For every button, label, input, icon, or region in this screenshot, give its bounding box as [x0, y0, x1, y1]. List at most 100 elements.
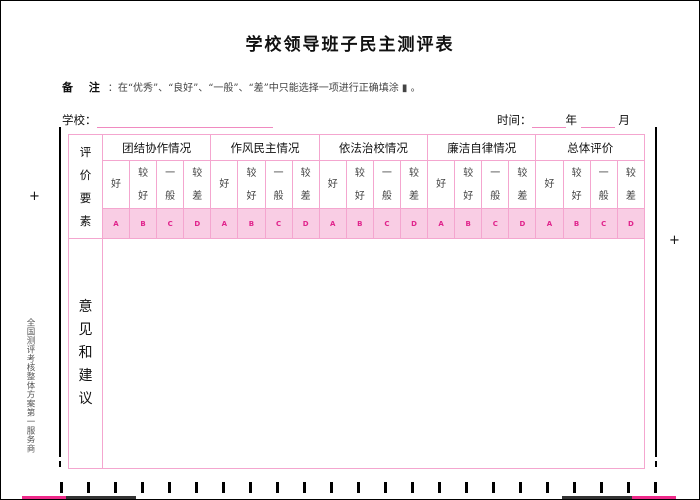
left-guide-line [59, 127, 61, 457]
rating-char: 一 [381, 167, 392, 179]
option-bubble-d[interactable]: D [399, 208, 429, 239]
timing-mark [141, 482, 144, 493]
year-input[interactable] [531, 115, 566, 128]
rating-label: 好 [101, 160, 131, 209]
timing-mark [114, 482, 117, 493]
corner-strip [66, 496, 136, 499]
opinion-area[interactable] [101, 238, 646, 469]
rating-char: 般 [273, 190, 284, 202]
timing-mark [654, 482, 657, 493]
rating-char: 差 [409, 190, 420, 202]
rating-char: 好 [436, 179, 447, 190]
side-char: 建 [78, 368, 93, 384]
rating-char: 般 [165, 190, 176, 202]
rating-label: 较差 [399, 160, 429, 209]
option-bubble-a[interactable]: A [101, 208, 131, 239]
rating-char: 较 [571, 167, 582, 179]
rating-char: 较 [625, 167, 636, 179]
registration-cross-icon: + [669, 233, 680, 248]
option-bubble-d[interactable]: D [183, 208, 212, 239]
side-char: 意 [78, 299, 93, 315]
rating-label: 较差 [616, 160, 646, 209]
corner-strip [22, 496, 66, 499]
rating-label: 较好 [237, 160, 266, 209]
rating-label: 一般 [156, 160, 185, 209]
timing-mark [627, 482, 630, 493]
rating-char: 般 [381, 190, 392, 202]
corner-strip [632, 496, 676, 499]
timing-mark [195, 482, 198, 493]
rating-char: 较 [192, 167, 203, 179]
option-bubble-a[interactable]: A [210, 208, 239, 239]
opinion-label: 意见和建议 [68, 238, 103, 469]
rating-label: 较差 [291, 160, 320, 209]
rating-label: 较好 [454, 160, 483, 209]
group-header: 廉洁自律情况 [427, 134, 537, 161]
timing-mark [465, 482, 468, 493]
rating-label: 好 [210, 160, 239, 209]
school-input[interactable] [96, 115, 273, 128]
eval-factors-label: 评价要素 [68, 134, 103, 239]
rating-char: 较 [246, 167, 257, 179]
timing-mark [60, 482, 63, 493]
rating-char: 差 [517, 190, 528, 202]
option-bubble-c[interactable]: C [156, 208, 185, 239]
timing-mark [573, 482, 576, 493]
option-bubble-c[interactable]: C [589, 208, 618, 239]
option-bubble-a[interactable]: A [427, 208, 456, 239]
timing-mark [384, 482, 387, 493]
rating-label: 一般 [264, 160, 293, 209]
option-bubble-d[interactable]: D [291, 208, 320, 239]
rating-char: 一 [490, 167, 501, 179]
rating-label: 一般 [481, 160, 510, 209]
side-char: 议 [78, 391, 93, 407]
corner-strip [562, 496, 632, 499]
group-header: 团结协作情况 [101, 134, 212, 161]
rating-char: 好 [138, 190, 149, 202]
rating-char: 较 [354, 167, 365, 179]
group-header: 作风民主情况 [210, 134, 320, 161]
option-bubble-c[interactable]: C [481, 208, 510, 239]
time-field: 时间： 年 月 [497, 112, 630, 128]
rating-label: 好 [427, 160, 456, 209]
rating-label: 较差 [183, 160, 212, 209]
rating-char: 较 [409, 167, 420, 179]
side-char: 见 [78, 322, 93, 338]
rating-char: 好 [463, 190, 474, 202]
right-guide-mark [655, 461, 657, 467]
option-bubble-a[interactable]: A [535, 208, 564, 239]
option-bubble-b[interactable]: B [454, 208, 483, 239]
rating-char: 一 [273, 167, 284, 179]
rating-char: 较 [300, 167, 311, 179]
rating-char: 差 [300, 190, 311, 202]
option-bubble-b[interactable]: B [237, 208, 266, 239]
option-bubble-b[interactable]: B [129, 208, 158, 239]
option-bubble-a[interactable]: A [318, 208, 347, 239]
rating-char: 较 [463, 167, 474, 179]
rating-char: 差 [192, 190, 203, 202]
rating-char: 差 [625, 190, 636, 202]
option-bubble-c[interactable]: C [372, 208, 401, 239]
timing-mark [411, 482, 414, 493]
timing-mark [492, 482, 495, 493]
option-bubble-b[interactable]: B [562, 208, 591, 239]
option-bubble-c[interactable]: C [264, 208, 293, 239]
rating-label: 较差 [508, 160, 537, 209]
month-label: 月 [618, 113, 630, 127]
note-label: 备 注 [62, 81, 106, 94]
option-bubble-b[interactable]: B [345, 208, 374, 239]
side-char: 要 [79, 190, 92, 205]
timing-mark [303, 482, 306, 493]
rating-label: 较好 [129, 160, 158, 209]
rating-label: 一般 [589, 160, 618, 209]
rating-label: 好 [535, 160, 564, 209]
rating-char: 好 [110, 179, 121, 190]
rating-char: 般 [490, 190, 501, 202]
option-bubble-d[interactable]: D [508, 208, 537, 239]
rating-label: 较好 [562, 160, 591, 209]
month-input[interactable] [580, 115, 615, 128]
timing-mark [330, 482, 333, 493]
rating-label: 好 [318, 160, 347, 209]
rating-char: 般 [598, 190, 609, 202]
option-bubble-d[interactable]: D [616, 208, 646, 239]
